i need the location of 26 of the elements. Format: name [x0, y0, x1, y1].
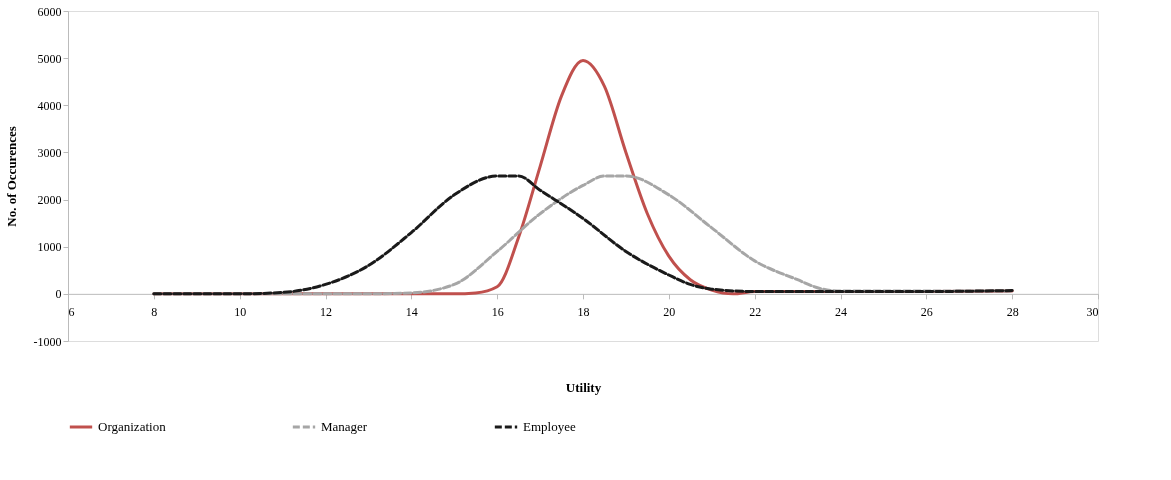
y-tick-label: 5000	[37, 51, 62, 66]
x-tick-label: 26	[920, 305, 933, 320]
y-tick-label: 4000	[37, 98, 62, 113]
y-tick-label: 1000	[37, 240, 62, 255]
y-tick-label: 6000	[37, 4, 62, 19]
legend-label: Manager	[321, 419, 368, 434]
x-tick-label: 28	[1006, 305, 1019, 320]
legend-label: Organization	[98, 419, 167, 434]
x-tick-label: 12	[320, 305, 332, 320]
y-tick-label: -1000	[33, 334, 62, 349]
y-tick-label: 2000	[37, 193, 62, 208]
x-tick-label: 22	[749, 305, 762, 320]
x-tick-label: 20	[663, 305, 676, 320]
x-tick-label: 14	[405, 305, 418, 320]
x-tick-label: 10	[234, 305, 247, 320]
y-tick-label: 0	[55, 287, 62, 302]
x-tick-label: 6	[68, 305, 75, 320]
legend-label: Employee	[523, 419, 576, 434]
x-tick-label: 24	[835, 305, 847, 320]
y-tick-label: 3000	[37, 145, 62, 160]
y-axis-title: No. of Occurences	[3, 126, 19, 227]
x-tick-label: 18	[577, 305, 590, 320]
x-tick-label: 16	[491, 305, 504, 320]
x-axis-title: Utility	[565, 379, 602, 395]
x-tick-label: 30	[1086, 305, 1099, 320]
x-tick-label: 8	[151, 305, 158, 320]
